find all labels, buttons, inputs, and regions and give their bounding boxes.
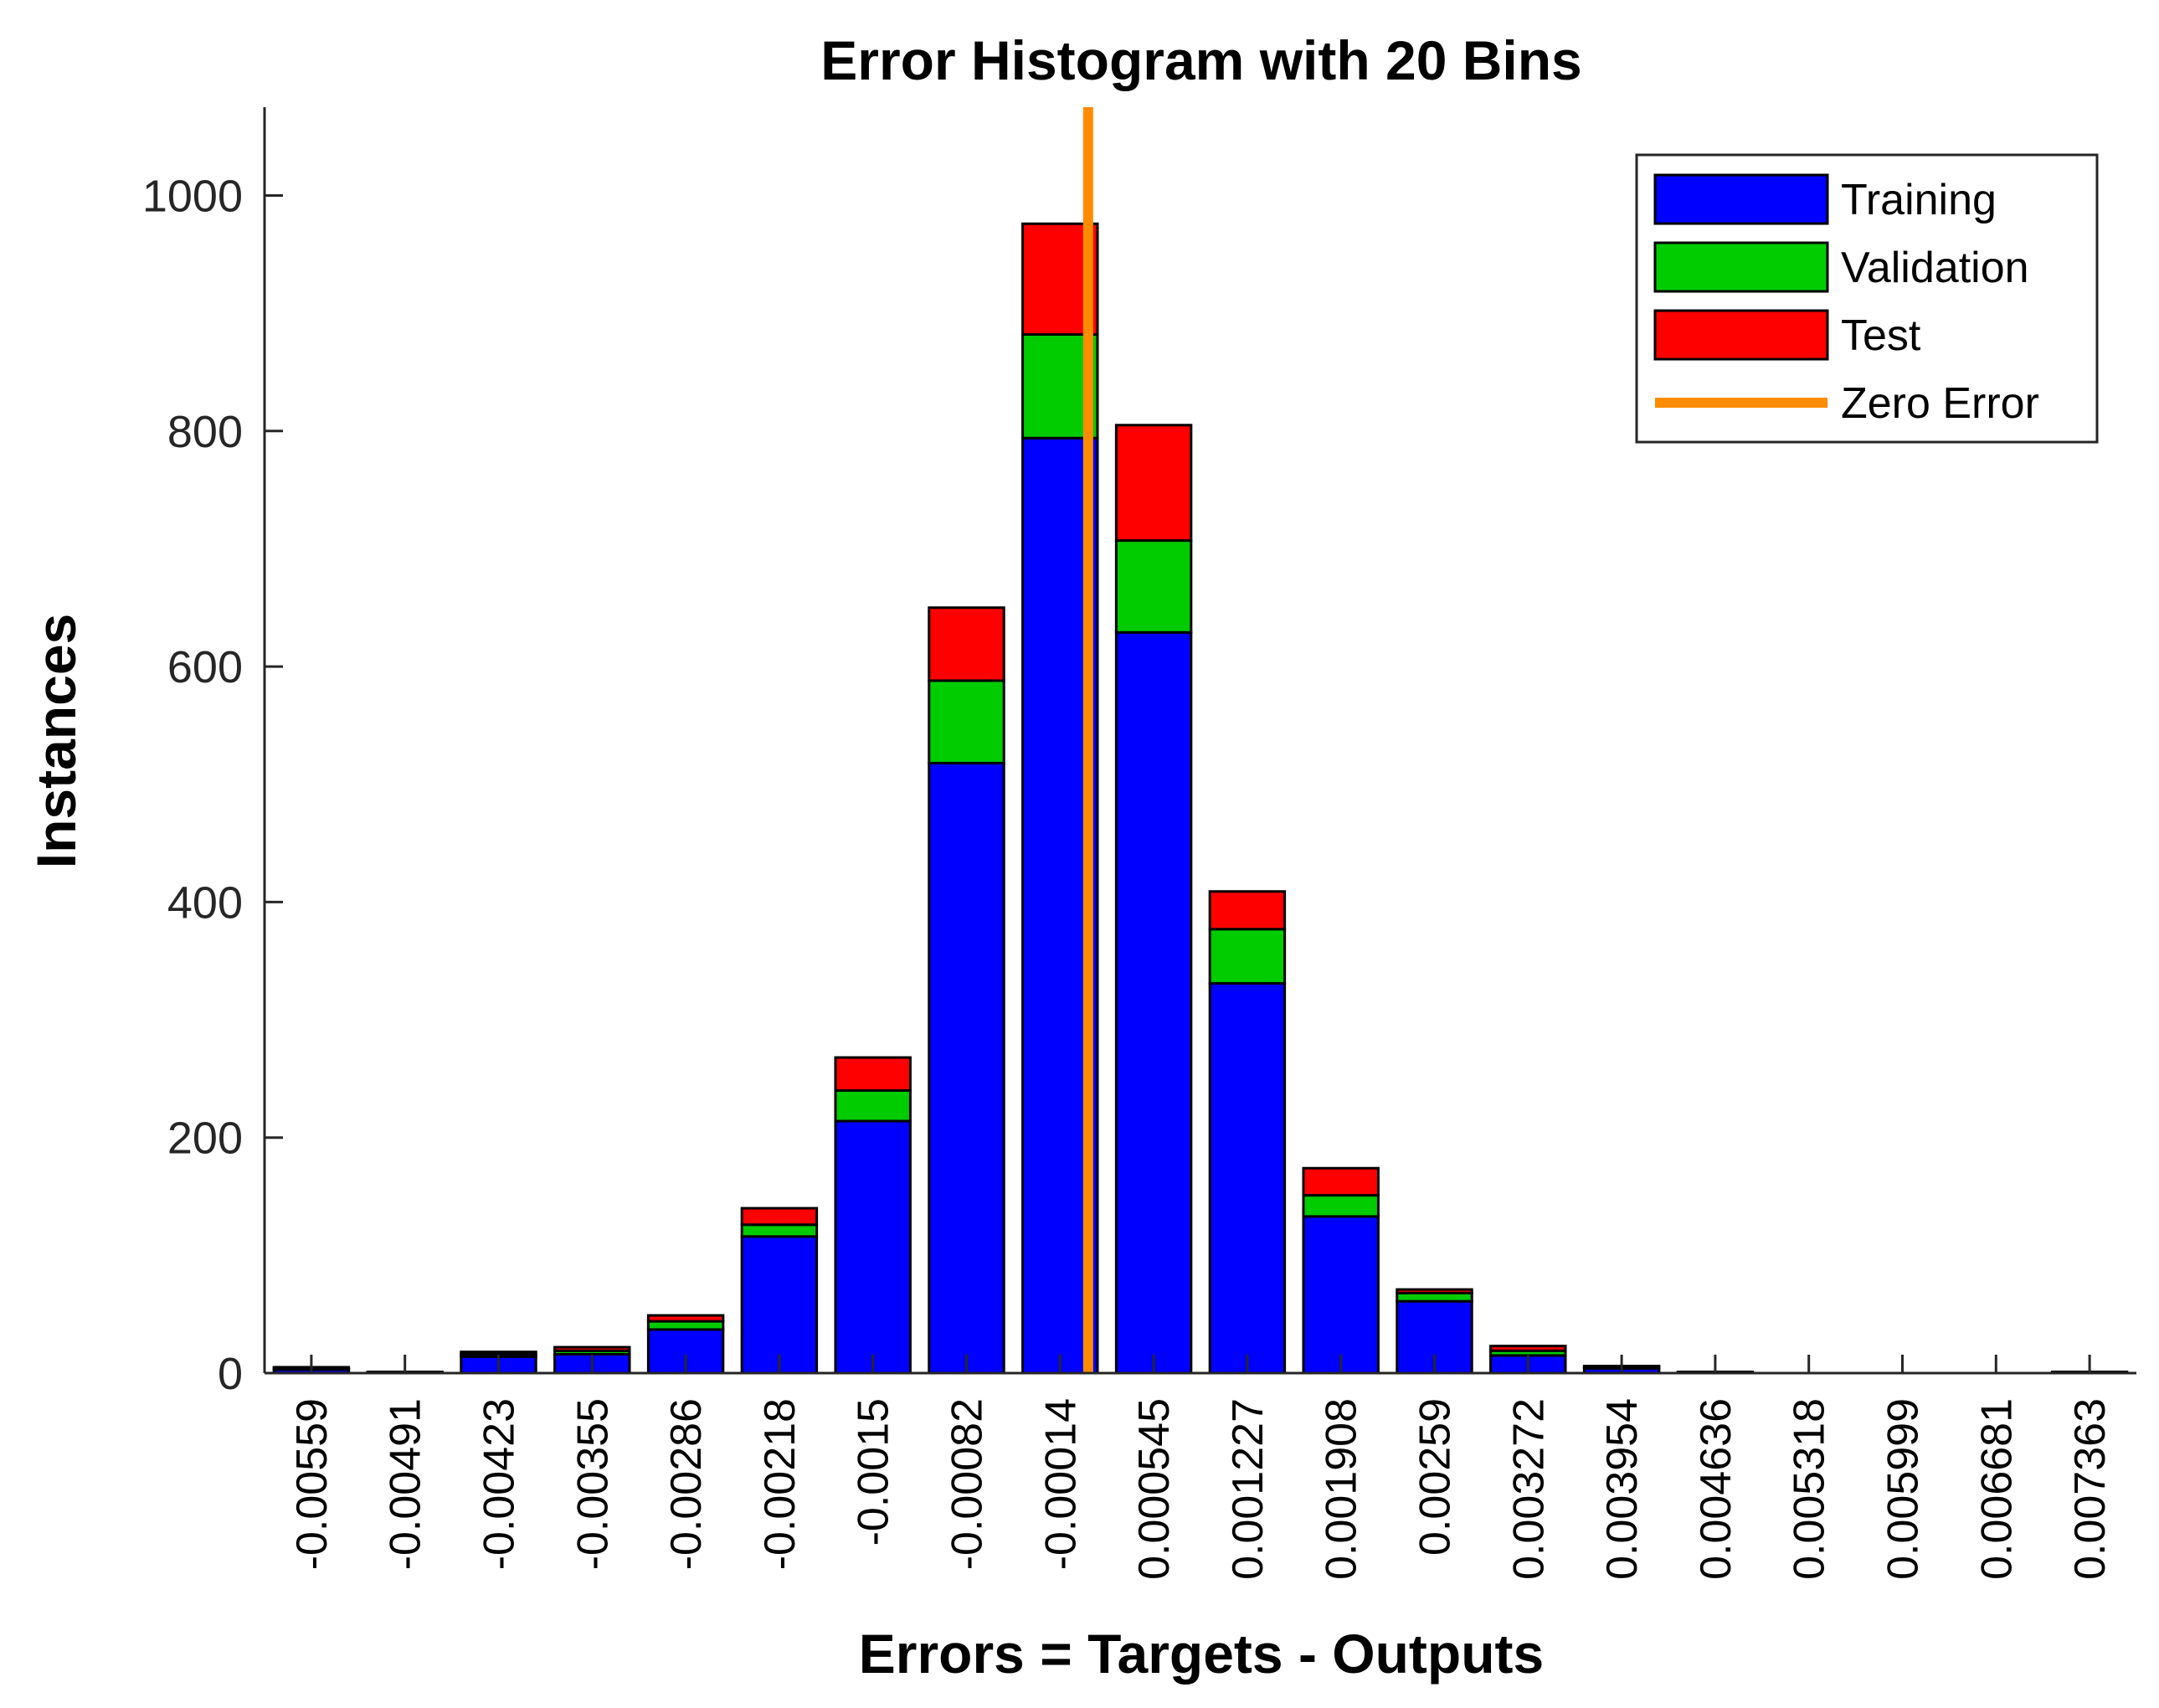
bar-training-11 xyxy=(1302,1215,1380,1375)
y-ticks-layer: 0 200 400 600 800 1000 xyxy=(142,171,283,1399)
bar-validation-6 xyxy=(834,1088,912,1123)
x-tick-label-8: -0.00014 xyxy=(1036,1398,1085,1570)
bar-test-7 xyxy=(928,606,1005,682)
y-axis-label: Instances xyxy=(25,614,87,868)
bar-validation-11 xyxy=(1302,1194,1380,1218)
x-tick-label-5: -0.00218 xyxy=(756,1398,804,1570)
x-ticks-layer: -0.00559 -0.00491 -0.00423 -0.00355 -0.00286… xyxy=(288,1355,2115,1580)
bar-test-13 xyxy=(1489,1345,1567,1352)
x-tick-label-14: 0.003954 xyxy=(1598,1398,1647,1580)
x-tick-label-12: 0.00259 xyxy=(1411,1398,1460,1556)
y-tick-label-0: 0 xyxy=(218,1349,243,1399)
x-tick-label-18: 0.006681 xyxy=(1972,1398,2021,1580)
bar-test-6 xyxy=(834,1056,912,1092)
x-tick-label-7: -0.00082 xyxy=(943,1398,992,1570)
bar-training-10 xyxy=(1208,981,1287,1375)
chart-title: Error Histogram with 20 Bins xyxy=(820,29,1582,91)
x-tick-label-19: 0.007363 xyxy=(2066,1398,2115,1580)
legend-swatch-validation xyxy=(1653,241,1829,293)
bar-test-2 xyxy=(460,1350,537,1356)
legend-swatch-test xyxy=(1653,309,1829,361)
legend-label-training: Training xyxy=(1841,176,1997,224)
bar-training-7 xyxy=(928,761,1005,1375)
bar-training-5 xyxy=(740,1235,819,1375)
axes-layer xyxy=(263,107,2136,1375)
bar-validation-7 xyxy=(928,679,1005,764)
bar-validation-5 xyxy=(740,1223,819,1238)
y-tick-label-4: 800 xyxy=(167,407,243,457)
bar-test-3 xyxy=(553,1345,631,1352)
x-tick-label-4: -0.00286 xyxy=(662,1398,711,1570)
bar-test-4 xyxy=(646,1314,725,1323)
x-tick-label-17: 0.005999 xyxy=(1879,1398,1928,1580)
bar-training-9 xyxy=(1114,630,1193,1375)
x-tick-label-16: 0.005318 xyxy=(1786,1398,1834,1580)
bar-validation-10 xyxy=(1208,928,1287,985)
y-tick-label-1: 200 xyxy=(167,1114,243,1164)
legend-label-test: Test xyxy=(1841,311,1921,360)
x-tick-label-11: 0.001908 xyxy=(1318,1398,1366,1580)
bar-test-12 xyxy=(1396,1288,1473,1294)
x-tick-label-6: -0.0015 xyxy=(850,1398,898,1546)
x-tick-label-13: 0.003272 xyxy=(1504,1398,1553,1580)
x-tick-label-15: 0.004636 xyxy=(1692,1398,1740,1580)
legend-label-validation: Validation xyxy=(1841,244,2029,292)
y-tick-label-3: 600 xyxy=(167,642,243,692)
x-tick-label-10: 0.001227 xyxy=(1224,1398,1272,1580)
legend-swatch-training xyxy=(1653,173,1829,225)
bar-training-6 xyxy=(834,1119,912,1375)
bar-validation-9 xyxy=(1114,539,1193,634)
x-tick-label-0: -0.00559 xyxy=(288,1398,337,1570)
bar-test-10 xyxy=(1208,890,1287,931)
y-tick-label-5: 1000 xyxy=(142,171,243,221)
x-tick-label-1: -0.00491 xyxy=(382,1398,430,1570)
x-tick-label-9: 0.000545 xyxy=(1130,1398,1179,1580)
x-tick-label-3: -0.00355 xyxy=(568,1398,617,1570)
bar-test-11 xyxy=(1302,1166,1380,1197)
x-axis-label: Errors = Targets - Outputs xyxy=(859,1623,1544,1685)
legend: Training Validation Test Zero Error xyxy=(1635,153,2099,444)
legend-label-zero-error: Zero Error xyxy=(1841,379,2039,428)
x-tick-label-2: -0.00423 xyxy=(475,1398,524,1570)
bar-test-9 xyxy=(1114,424,1193,543)
bar-test-5 xyxy=(740,1206,819,1227)
y-tick-label-2: 400 xyxy=(167,877,243,928)
